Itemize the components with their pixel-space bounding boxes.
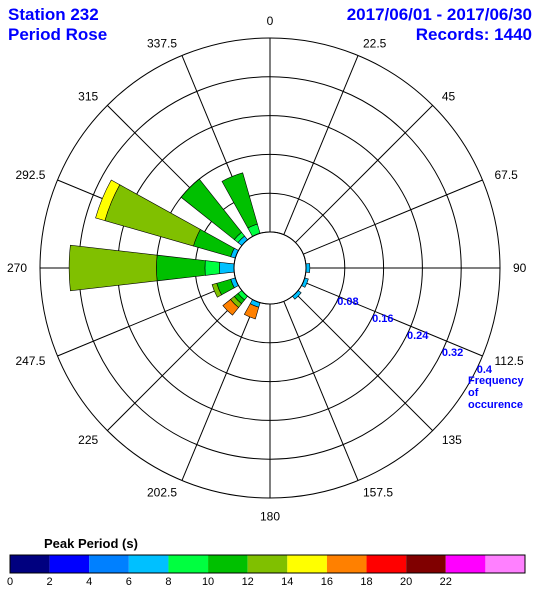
- station-title: Station 232: [8, 5, 99, 24]
- angle-label: 45: [442, 89, 456, 103]
- angle-label: 67.5: [495, 168, 519, 182]
- angle-label: 22.5: [363, 37, 387, 51]
- date-range: 2017/06/01 - 2017/06/30: [347, 5, 532, 24]
- legend-tick: 4: [86, 576, 92, 588]
- legend-tick: 20: [400, 576, 412, 588]
- angle-label: 315: [78, 89, 98, 103]
- freq-tick: 0.24: [407, 330, 429, 342]
- freq-tick: 0.08: [337, 296, 358, 308]
- freq-axis-label: Frequency: [468, 375, 525, 387]
- legend-title: Peak Period (s): [44, 536, 138, 551]
- legend-swatch: [327, 555, 367, 573]
- legend-tick: 12: [242, 576, 254, 588]
- legend-swatch: [446, 555, 486, 573]
- angle-label: 225: [78, 433, 98, 447]
- legend-tick: 0: [7, 576, 13, 588]
- legend-swatch: [367, 555, 407, 573]
- legend-tick: 14: [281, 576, 293, 588]
- legend-swatch: [129, 555, 169, 573]
- legend-tick: 22: [440, 576, 452, 588]
- legend-swatch: [485, 555, 525, 573]
- angle-label: 157.5: [363, 486, 393, 500]
- angle-label: 337.5: [147, 37, 177, 51]
- rose-chart-svg: 022.54567.590112.5135157.5180202.5225247…: [0, 0, 540, 600]
- legend-swatch: [287, 555, 327, 573]
- angle-label: 292.5: [15, 168, 45, 182]
- legend-swatch: [50, 555, 90, 573]
- angle-label: 90: [513, 261, 527, 275]
- legend-swatch: [248, 555, 288, 573]
- angle-label: 0: [267, 14, 274, 28]
- legend-swatch: [168, 555, 208, 573]
- legend-swatch: [208, 555, 248, 573]
- legend-tick: 10: [202, 576, 214, 588]
- angle-label: 202.5: [147, 486, 177, 500]
- angle-label: 247.5: [15, 354, 45, 368]
- legend-tick: 6: [126, 576, 132, 588]
- chart-type-title: Period Rose: [8, 25, 107, 44]
- angle-label: 180: [260, 510, 280, 524]
- angle-label: 112.5: [495, 354, 524, 368]
- record-count: Records: 1440: [416, 25, 532, 44]
- freq-axis-label: occurence: [468, 399, 523, 411]
- legend-swatch: [10, 555, 50, 573]
- legend-tick: 18: [360, 576, 372, 588]
- legend-tick: 16: [321, 576, 333, 588]
- angle-label: 135: [442, 433, 462, 447]
- legend-swatch: [406, 555, 446, 573]
- legend-swatch: [89, 555, 129, 573]
- legend-tick: 8: [165, 576, 171, 588]
- freq-tick: 0.32: [442, 347, 463, 359]
- angle-label: 270: [7, 261, 27, 275]
- freq-tick: 0.16: [372, 313, 393, 325]
- freq-axis-label: of: [468, 387, 479, 399]
- legend-tick: 2: [47, 576, 53, 588]
